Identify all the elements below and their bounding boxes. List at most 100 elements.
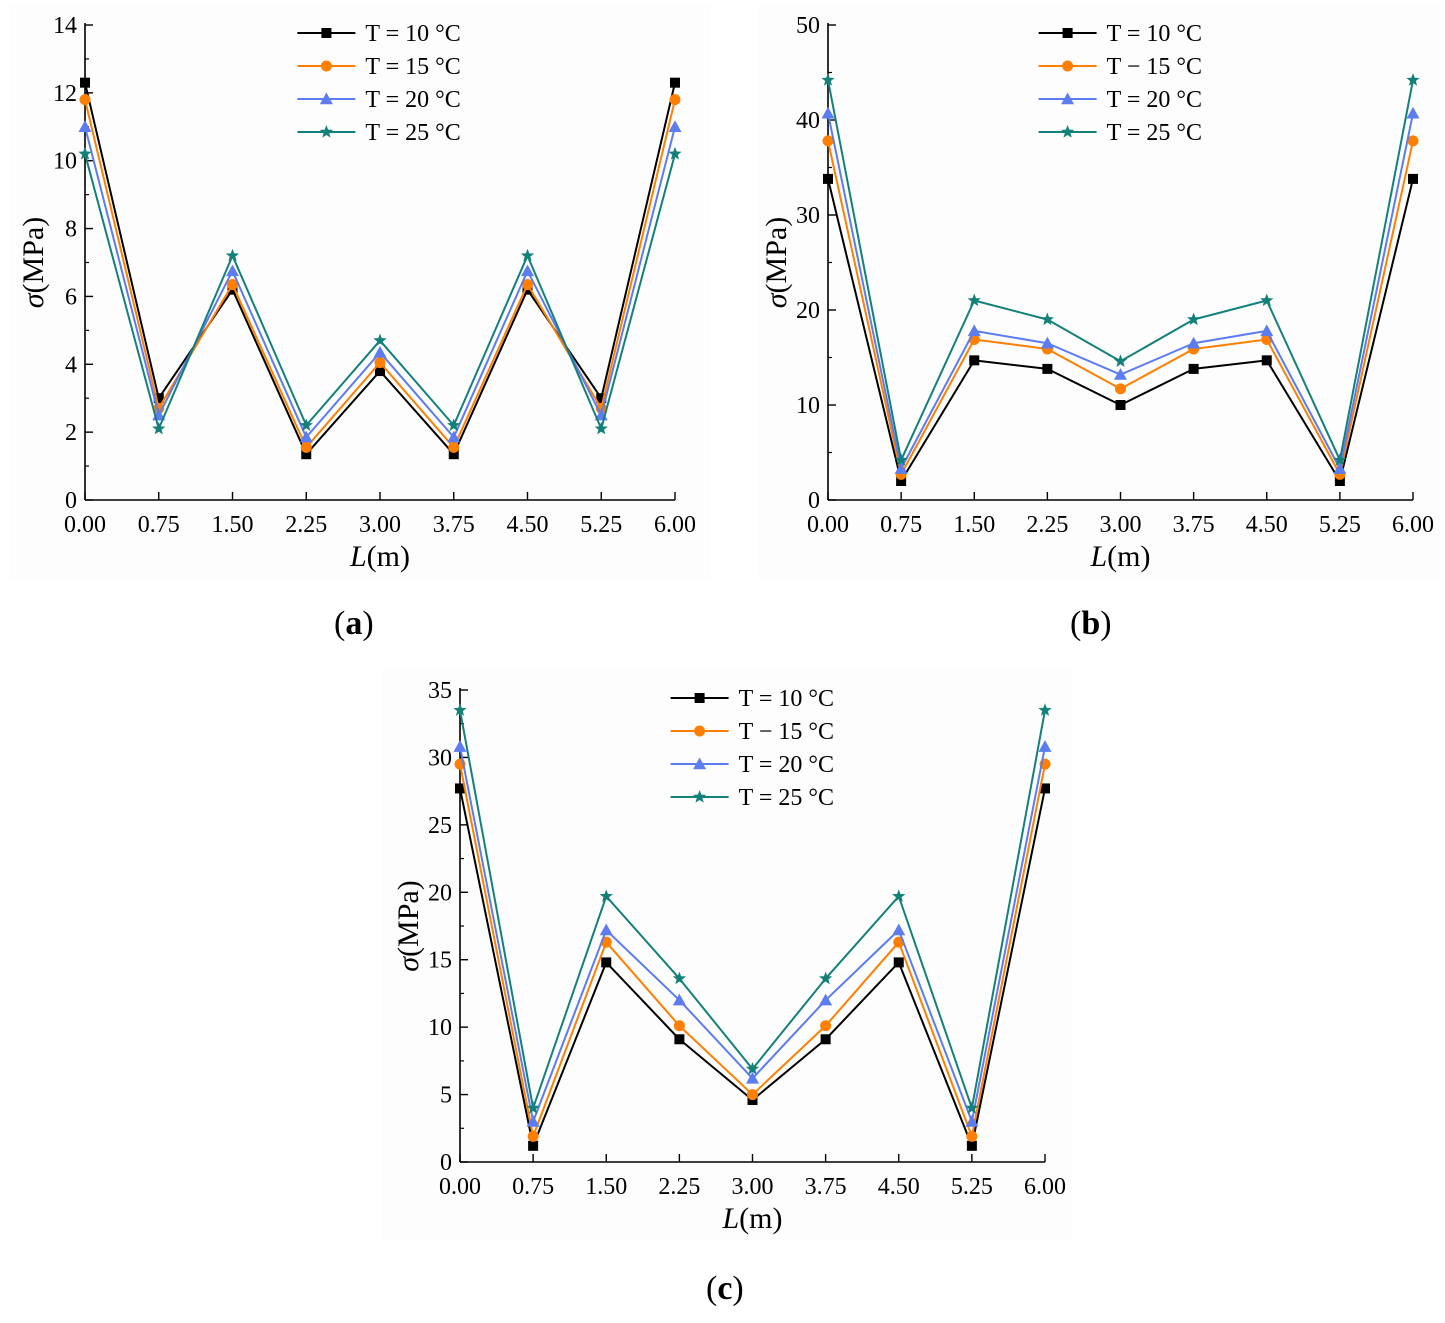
x-tick-label: 6.00 bbox=[1024, 1174, 1066, 1200]
y-axis-label-unit: (MPa) bbox=[760, 217, 793, 294]
data-point bbox=[820, 1034, 831, 1045]
y-tick-label: 10 bbox=[796, 393, 820, 419]
data-point bbox=[1408, 173, 1418, 184]
data-point bbox=[226, 264, 239, 277]
data-point bbox=[78, 146, 92, 160]
data-point bbox=[1406, 73, 1420, 86]
x-tick-label: 3.00 bbox=[732, 1174, 774, 1200]
data-point bbox=[965, 1101, 979, 1114]
data-point bbox=[969, 355, 980, 366]
data-point bbox=[668, 146, 682, 160]
data-point bbox=[1407, 135, 1419, 147]
x-axis-label-symbol: L bbox=[721, 1202, 739, 1235]
y-tick-label: 30 bbox=[428, 745, 452, 771]
legend-label: T = 20 °C bbox=[1107, 87, 1202, 113]
x-tick-label: 1.50 bbox=[212, 512, 254, 538]
y-tick-label: 8 bbox=[65, 217, 77, 243]
y-tick-label: 10 bbox=[53, 149, 77, 175]
panel-background bbox=[10, 5, 710, 580]
data-point bbox=[1115, 400, 1126, 410]
y-tick-label: 40 bbox=[796, 108, 820, 134]
x-axis-label-unit: (m) bbox=[739, 1202, 782, 1235]
data-point bbox=[1186, 312, 1201, 326]
data-point bbox=[227, 279, 238, 291]
x-axis-label: L(m) bbox=[349, 540, 410, 573]
x-tick-label: 5.25 bbox=[951, 1174, 993, 1200]
data-point bbox=[594, 421, 608, 435]
data-point bbox=[821, 73, 835, 86]
x-tick-label: 0.00 bbox=[64, 512, 106, 538]
data-point bbox=[1114, 368, 1127, 380]
caption-b-close: ) bbox=[1100, 605, 1112, 642]
legend-label: T = 25 °C bbox=[365, 120, 460, 146]
legend-marker bbox=[319, 125, 334, 138]
legend-label: T = 10 °C bbox=[739, 686, 834, 712]
y-tick-label: 20 bbox=[796, 298, 820, 324]
data-point bbox=[448, 441, 460, 453]
data-point bbox=[599, 923, 613, 936]
data-point bbox=[448, 449, 459, 460]
data-point bbox=[299, 430, 313, 443]
y-axis-label-unit: (MPa) bbox=[17, 217, 50, 294]
data-point bbox=[375, 366, 385, 377]
data-point bbox=[601, 957, 612, 968]
legend-marker bbox=[692, 790, 707, 803]
legend-label: T = 25 °C bbox=[739, 785, 834, 811]
x-axis-label-unit: (m) bbox=[367, 540, 410, 573]
series-T25 bbox=[821, 73, 1420, 466]
x-tick-label: 3.00 bbox=[359, 512, 401, 538]
data-point bbox=[822, 135, 834, 147]
data-point bbox=[373, 345, 387, 358]
chart-c: 0 5 10 15 20 25 30 35 0.00 0.75 1.50 2.25 3.00 3.75 4.… bbox=[382, 668, 1072, 1240]
caption-b-open: ( bbox=[1070, 605, 1082, 642]
data-point bbox=[1038, 703, 1052, 716]
data-point bbox=[521, 264, 534, 277]
y-axis-label: σ(MPa) bbox=[392, 880, 425, 971]
y-tick-label: 30 bbox=[796, 203, 820, 229]
caption-b-letter: b bbox=[1081, 605, 1101, 642]
x-tick-label: 4.50 bbox=[878, 1174, 920, 1200]
y-tick-label: 12 bbox=[53, 81, 77, 107]
data-point bbox=[596, 393, 607, 404]
data-point bbox=[300, 441, 312, 453]
x-tick-label: 2.25 bbox=[658, 1174, 700, 1200]
data-point bbox=[819, 993, 833, 1006]
data-point bbox=[966, 1130, 978, 1142]
data-point bbox=[453, 703, 467, 716]
data-point bbox=[673, 1020, 685, 1032]
data-point bbox=[894, 453, 908, 466]
legend-marker bbox=[1061, 92, 1075, 105]
data-point bbox=[526, 1115, 540, 1127]
y-tick-label: 0 bbox=[808, 488, 820, 514]
legend-label: T − 15 °C bbox=[739, 719, 834, 745]
data-point bbox=[1040, 783, 1050, 794]
data-point bbox=[225, 248, 240, 262]
legend-marker bbox=[321, 28, 332, 38]
x-tick-label: 2.25 bbox=[285, 512, 327, 538]
legend-label: T = 10 °C bbox=[365, 21, 460, 47]
x-tick-label: 2.25 bbox=[1026, 512, 1068, 538]
x-axis-label: L(m) bbox=[721, 1202, 782, 1235]
y-tick-label: 6 bbox=[65, 284, 77, 310]
data-point bbox=[1188, 363, 1199, 374]
data-point bbox=[1113, 354, 1128, 367]
y-tick-label: 10 bbox=[428, 1015, 452, 1041]
x-axis-label: L(m) bbox=[1089, 540, 1150, 573]
series-T10 bbox=[823, 173, 1418, 486]
x-tick-label: 1.50 bbox=[953, 512, 995, 538]
y-axis-label-symbol: σ bbox=[392, 956, 425, 972]
data-point bbox=[301, 449, 312, 460]
data-point bbox=[967, 293, 981, 307]
data-point bbox=[1040, 336, 1054, 349]
x-tick-label: 4.50 bbox=[507, 512, 549, 538]
caption-a-letter: a bbox=[345, 605, 363, 642]
data-point bbox=[153, 393, 164, 404]
y-tick-label: 20 bbox=[428, 880, 452, 906]
y-axis-label: σ(MPa) bbox=[760, 217, 793, 308]
data-point bbox=[520, 248, 535, 262]
data-point bbox=[669, 94, 681, 106]
data-point bbox=[1334, 476, 1345, 486]
series-T20 bbox=[453, 740, 1052, 1127]
data-point bbox=[672, 971, 687, 985]
caption-b: (b) bbox=[1070, 605, 1112, 643]
